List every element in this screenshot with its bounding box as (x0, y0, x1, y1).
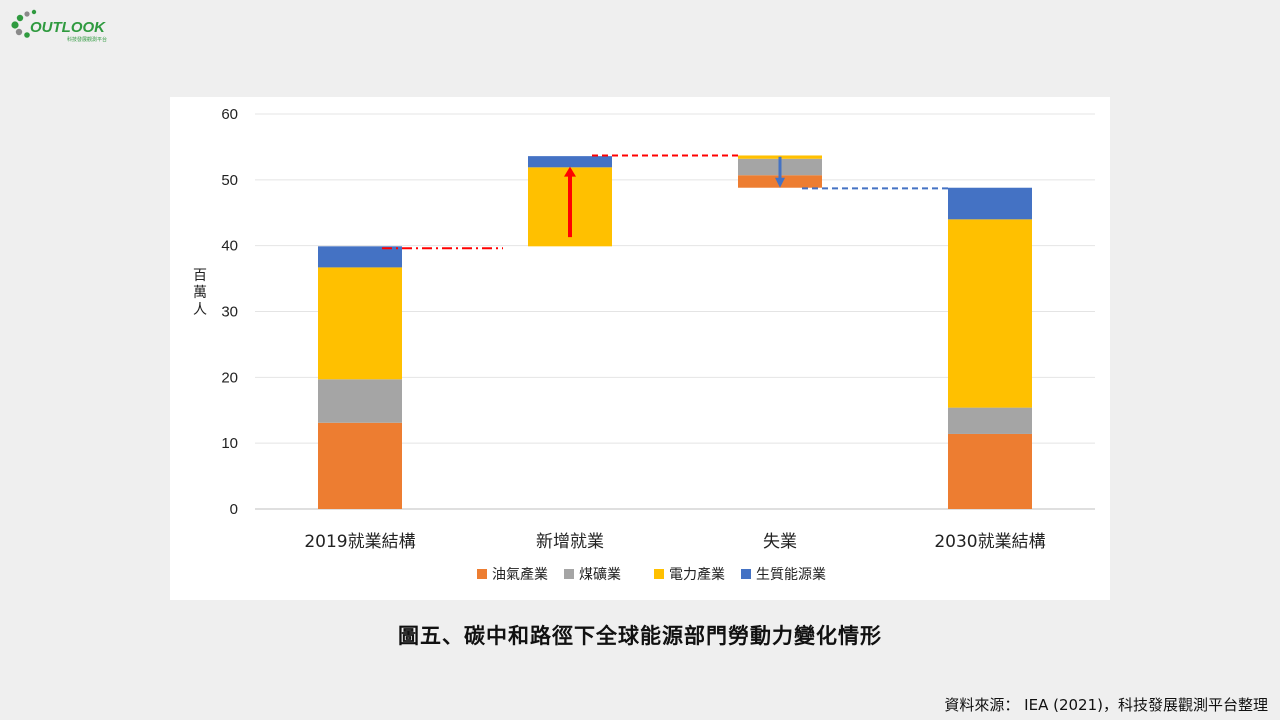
arrow-head (775, 177, 785, 188)
chart-bars (318, 155, 1032, 509)
bar-segment (948, 187, 1032, 220)
logo-dot (15, 28, 23, 36)
legend-item: 油氣產業 (477, 566, 548, 583)
y-tick-label: 40 (221, 238, 238, 255)
y-tick-label: 30 (221, 304, 238, 321)
legend-swatch (741, 569, 751, 579)
bar-segment (318, 246, 402, 268)
y-axis-ticks: 0 10 20 30 40 50 60 (221, 106, 238, 518)
logo-dot (24, 32, 30, 38)
logo-dot (16, 14, 24, 22)
legend-item: 電力產業 (654, 566, 725, 583)
source-note: 資料來源： IEA (2021)，科技發展觀測平台整理 (944, 696, 1268, 714)
chart-panel: 0 10 20 30 40 50 60 2019就業結構 新增就業 失業 2030就業結構 百萬人… (170, 97, 1110, 600)
chart-arrows (564, 156, 785, 238)
legend-swatch (477, 569, 487, 579)
y-tick-label: 60 (221, 106, 238, 123)
x-tick-label: 2019就業結構 (304, 532, 415, 552)
arrow-head (564, 166, 576, 177)
bar-segment (948, 433, 1032, 509)
bar-segment (948, 219, 1032, 408)
bar-segment (318, 379, 402, 423)
chart-connectors (382, 154, 948, 250)
y-tick-label: 10 (221, 435, 238, 452)
chart-legend: 油氣產業 煤礦業 電力產業 生質能源業 (477, 566, 826, 583)
logo-dot (11, 21, 19, 29)
outlook-logo: OUTLOOK 科技發展觀測平台 (10, 4, 120, 44)
logo-text: OUTLOOK (30, 19, 106, 36)
legend-label: 油氣產業 (492, 566, 548, 583)
bar-segment (528, 156, 612, 168)
bar-segment (948, 407, 1032, 434)
y-axis-label: 百萬人 (193, 268, 207, 318)
x-axis-ticks: 2019就業結構 新增就業 失業 2030就業結構 (304, 532, 1045, 552)
logo-subtext: 科技發展觀測平台 (67, 36, 107, 43)
x-tick-label: 新增就業 (536, 532, 604, 552)
legend-item: 煤礦業 (564, 566, 621, 583)
y-tick-label: 50 (221, 172, 238, 189)
y-tick-label: 0 (230, 501, 238, 518)
legend-label: 電力產業 (669, 566, 725, 583)
figure-caption: 圖五、碳中和路徑下全球能源部門勞動力變化情形 (398, 624, 882, 648)
y-tick-label: 20 (221, 369, 238, 386)
logo-dot (24, 11, 30, 17)
waterfall-chart: 0 10 20 30 40 50 60 2019就業結構 新增就業 失業 2030就業結構 百萬人… (193, 106, 1095, 583)
legend-swatch (564, 569, 574, 579)
x-tick-label: 失業 (763, 532, 797, 552)
bar-segment (318, 422, 402, 509)
legend-label: 生質能源業 (756, 567, 826, 583)
legend-item: 生質能源業 (741, 567, 826, 583)
legend-swatch (654, 569, 664, 579)
legend-label: 煤礦業 (579, 566, 621, 583)
bar-segment (318, 267, 402, 380)
logo-dot (31, 9, 37, 15)
x-tick-label: 2030就業結構 (934, 532, 1045, 552)
outlook-logo-mark: OUTLOOK 科技發展觀測平台 (11, 9, 107, 43)
